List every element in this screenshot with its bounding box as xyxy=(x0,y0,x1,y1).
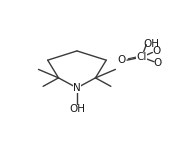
Text: O: O xyxy=(118,55,126,65)
Text: O: O xyxy=(152,46,160,56)
Text: O: O xyxy=(154,58,162,68)
Text: Cl: Cl xyxy=(136,52,147,62)
Text: OH: OH xyxy=(69,104,85,114)
Text: OH: OH xyxy=(143,39,159,49)
Text: N: N xyxy=(73,83,81,93)
